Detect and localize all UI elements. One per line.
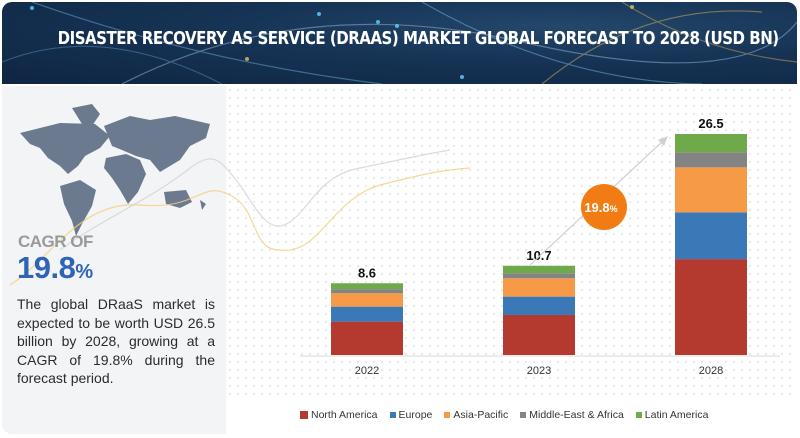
cagr-annotation: 19.8% xyxy=(529,136,668,266)
legend-swatch-europe xyxy=(389,412,396,418)
bar-segment-latin-america-2023 xyxy=(503,265,575,274)
x-tick-label-2028: 2028 xyxy=(699,365,723,377)
cagr-bubble-unit: % xyxy=(610,204,618,214)
bar-segment-north-america-2028 xyxy=(675,259,747,355)
legend-swatch-latin-america xyxy=(635,412,642,418)
x-tick-label-2022: 2022 xyxy=(355,365,379,377)
bar-segment-middle-east-africa-2028 xyxy=(675,152,747,168)
growth-arrow-head-icon xyxy=(658,136,668,146)
legend-item-north-america: North America xyxy=(300,409,378,421)
labels-group: 8.6 2022 10.7 2023 26.5 2028 xyxy=(355,116,724,377)
legend-label-latin-america: Latin America xyxy=(644,409,709,421)
cagr-bubble-value: 19.8 xyxy=(584,200,609,215)
bars-group xyxy=(331,134,747,355)
legend-swatch-north-america xyxy=(300,411,308,419)
cagr-unit: % xyxy=(75,261,93,283)
bar-segment-asia-pacific-2028 xyxy=(675,167,747,213)
cagr-number: 19.8 xyxy=(17,250,76,285)
legend-item-asia-pacific: Asia-Pacific xyxy=(444,409,508,421)
market-description: The global DRaaS market is expected to b… xyxy=(17,296,215,386)
legend-label-asia-pacific: Asia-Pacific xyxy=(453,409,509,421)
legend-label-middle-east-africa: Middle-East & Africa xyxy=(529,409,624,421)
bar-segment-latin-america-2028 xyxy=(675,134,747,153)
cagr-bubble xyxy=(581,184,627,230)
bar-segment-europe-2028 xyxy=(675,212,747,260)
legend-swatch-middle-east-africa xyxy=(520,412,527,418)
bar-segment-north-america-2023 xyxy=(503,314,575,355)
header-background-decoration xyxy=(2,2,797,84)
legend-item-latin-america: Latin America xyxy=(635,409,709,421)
bar-segment-middle-east-africa-2022 xyxy=(331,289,403,294)
cagr-value: 19.8% xyxy=(17,250,93,286)
bar-segment-europe-2022 xyxy=(331,306,403,322)
legend-item-europe: Europe xyxy=(389,409,433,421)
bar-segment-asia-pacific-2022 xyxy=(331,293,403,307)
chart-title: DISASTER RECOVERY AS SERVICE (DRAAS) MAR… xyxy=(57,29,780,49)
total-label-2022: 8.6 xyxy=(358,265,376,280)
legend-label-europe: Europe xyxy=(398,409,433,421)
total-label-2023: 10.7 xyxy=(526,248,551,263)
legend-area xyxy=(226,398,797,434)
header-banner: DISASTER RECOVERY AS SERVICE (DRAAS) MAR… xyxy=(2,2,797,84)
legend: North America Europe Asia-Pacific Middle-Ea… xyxy=(300,409,708,421)
bar-segment-latin-america-2022 xyxy=(331,283,403,290)
total-label-2028: 26.5 xyxy=(698,116,723,131)
bar-segment-middle-east-africa-2023 xyxy=(503,273,575,279)
cagr-bubble-text: 19.8% xyxy=(584,200,617,215)
bar-segment-europe-2023 xyxy=(503,296,575,315)
x-tick-label-2023: 2023 xyxy=(527,365,551,377)
legend-item-middle-east-africa: Middle-East & Africa xyxy=(520,409,624,421)
legend-label-north-america: North America xyxy=(311,409,378,421)
bar-segment-north-america-2022 xyxy=(331,321,403,355)
bar-segment-asia-pacific-2023 xyxy=(503,278,575,297)
legend-swatch-asia-pacific xyxy=(444,412,451,418)
cagr-label: CAGR OF xyxy=(18,232,93,251)
